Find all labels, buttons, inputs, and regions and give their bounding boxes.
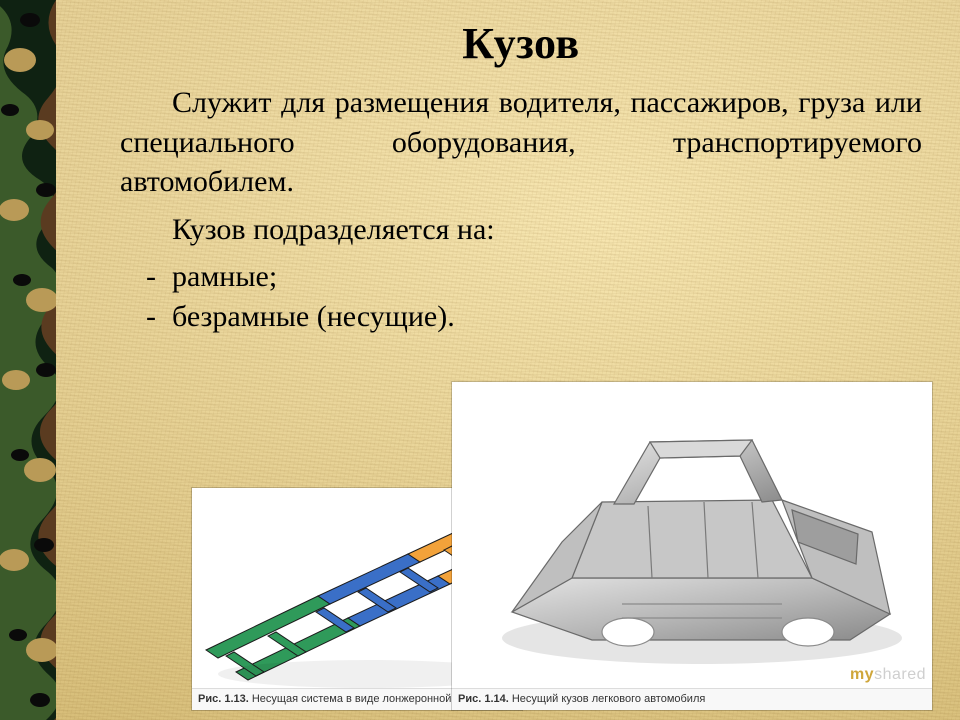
subhead: Кузов подразделяется на: (120, 210, 922, 250)
list-item-label: безрамные (несущие). (172, 300, 455, 333)
figure-caption: Рис. 1.14. Несущий кузов легкового автом… (452, 688, 932, 710)
figure-unibody: myshared Рис. 1.14. Несущий кузов легков… (452, 382, 932, 710)
intro-paragraph: Служит для размещения водителя, пассажир… (120, 83, 922, 202)
list-item: -рамные; (120, 257, 922, 297)
camouflage-strip (0, 0, 56, 720)
list-item-label: рамные; (172, 260, 277, 293)
slide: Кузов Служит для размещения водителя, па… (0, 0, 960, 720)
figure-image: myshared (452, 382, 932, 688)
figure-label: Рис. 1.13. (198, 693, 249, 705)
camo-icon (0, 0, 56, 720)
figure-caption-text: Несущая система в виде лонжеронной рамы (252, 693, 482, 705)
list-item: -безрамные (несущие). (120, 297, 922, 337)
unibody-car-icon (452, 382, 932, 688)
bullet-list: -рамные; -безрамные (несущие). (120, 257, 922, 336)
figure-caption-text: Несущий кузов легкового автомобиля (512, 693, 705, 705)
figure-label: Рис. 1.14. (458, 693, 509, 705)
page-title: Кузов (120, 18, 922, 69)
content-area: Кузов Служит для размещения водителя, па… (56, 0, 960, 720)
